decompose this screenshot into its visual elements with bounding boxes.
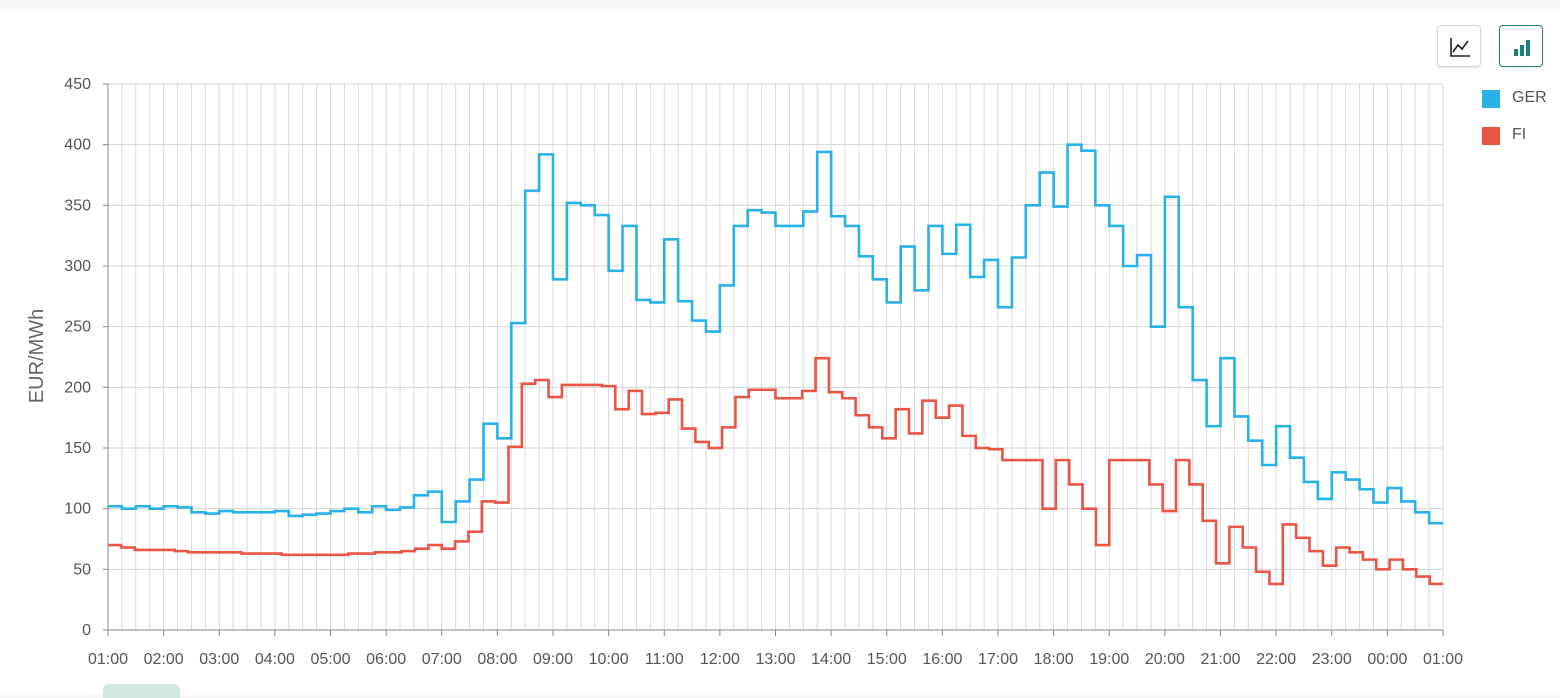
y-tick-label: 150 xyxy=(64,440,91,457)
x-tick-label: 07:00 xyxy=(422,651,462,668)
series-line-ger xyxy=(108,143,1443,525)
line-chart-icon xyxy=(1450,38,1470,57)
x-tick-label: 12:00 xyxy=(700,651,740,668)
x-tick-label: 03:00 xyxy=(199,651,239,668)
x-tick-label: 21:00 xyxy=(1200,651,1240,668)
x-tick-label: 13:00 xyxy=(755,651,795,668)
x-tick-label: 11:00 xyxy=(645,651,684,668)
x-tick-label: 01:00 xyxy=(88,651,128,668)
y-tick-label: 350 xyxy=(64,197,91,214)
x-tick-label: 08:00 xyxy=(477,651,517,668)
tab-stub xyxy=(103,684,180,698)
y-tick-label: 400 xyxy=(64,137,91,154)
x-tick-label: 18:00 xyxy=(1034,651,1074,668)
x-tick-label: 09:00 xyxy=(533,651,573,668)
y-tick-label: 450 xyxy=(64,76,91,93)
x-tick-label: 15:00 xyxy=(867,651,907,668)
y-tick-label: 250 xyxy=(64,319,91,336)
y-tick-label: 200 xyxy=(64,379,91,396)
y-tick-label: 0 xyxy=(82,622,91,639)
chart-type-toolbar xyxy=(1437,25,1547,71)
x-tick-label: 23:00 xyxy=(1312,651,1352,668)
bar-chart-icon xyxy=(1514,40,1530,56)
x-tick-label: 17:00 xyxy=(978,651,1018,668)
line-chart-button[interactable] xyxy=(1437,25,1481,67)
x-tick-label: 22:00 xyxy=(1256,651,1296,668)
y-axis-ticks: 0 50 100 150 200 250 300 350 400 450 xyxy=(64,76,108,639)
y-tick-label: 50 xyxy=(73,561,91,578)
x-tick-label: 01:00 xyxy=(1423,651,1463,668)
x-tick-label: 16:00 xyxy=(922,651,962,668)
x-tick-label: 14:00 xyxy=(811,651,851,668)
x-tick-label: 19:00 xyxy=(1089,651,1129,668)
x-tick-label: 06:00 xyxy=(366,651,406,668)
series-line-fi xyxy=(108,356,1443,586)
y-axis-label: EUR/MWh xyxy=(26,309,48,403)
x-tick-label: 04:00 xyxy=(255,651,295,668)
x-tick-label: 10:00 xyxy=(589,651,629,668)
chart-card xyxy=(0,10,1560,694)
y-tick-label: 300 xyxy=(64,258,91,275)
y-tick-label: 100 xyxy=(64,501,91,518)
x-axis-ticks: 01:00 02:00 03:00 04:00 05:00 06:00 07:00 08:00… xyxy=(88,630,1463,668)
legend-swatch-fi xyxy=(1482,127,1500,145)
bar-chart-button[interactable] xyxy=(1499,25,1543,67)
x-tick-label: 20:00 xyxy=(1145,651,1185,668)
legend-label-ger: GER xyxy=(1512,89,1547,106)
legend-swatch-ger xyxy=(1482,90,1500,108)
chart-series xyxy=(108,143,1443,586)
legend-label-fi: FI xyxy=(1512,126,1527,143)
x-tick-label: 05:00 xyxy=(310,651,350,668)
x-tick-label: 00:00 xyxy=(1367,651,1407,668)
x-tick-label: 02:00 xyxy=(144,651,184,668)
